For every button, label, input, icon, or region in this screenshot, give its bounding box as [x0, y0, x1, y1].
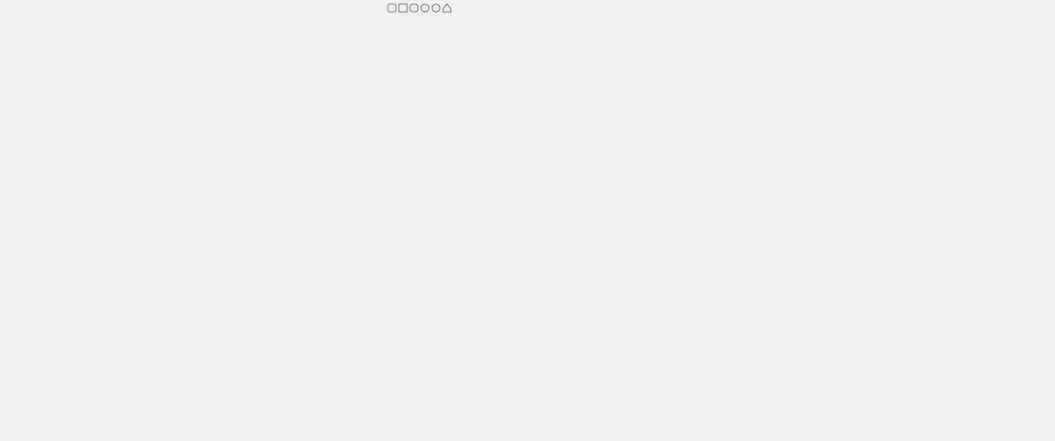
toolbar[interactable]: [387, 3, 452, 13]
